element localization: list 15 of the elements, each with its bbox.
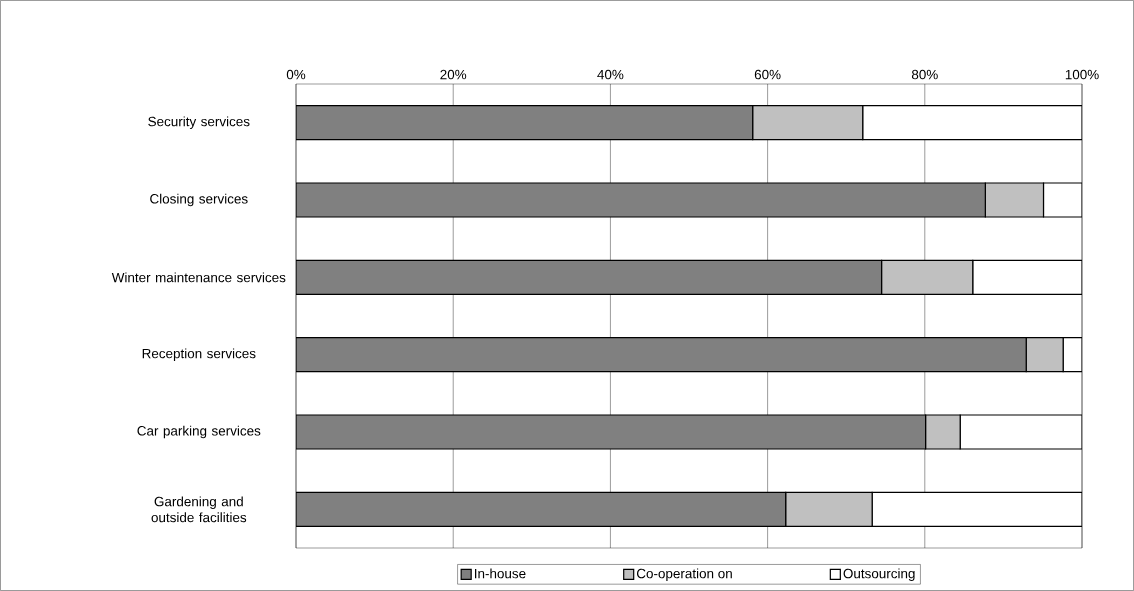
y-tick-label: Reception services [142,348,256,361]
y-tick-label: Winter maintenance services [111,272,286,283]
legend-label: In-house [475,568,526,579]
x-tick-label: 100% [1065,69,1099,80]
y-tick-label: Car parking services [137,425,261,439]
x-tick-label: 60% [754,69,781,80]
legend-label: Co-operation on [636,568,732,581]
x-tick-label: 0% [286,69,306,80]
y-tick-label: Closing services [150,193,248,207]
x-tick-label: 40% [597,69,624,80]
legend-label: Outsourcing [843,568,915,581]
x-tick-label: 80% [911,69,938,80]
x-tick-label: 20% [440,69,467,80]
y-tick-label: Security services [148,116,250,129]
y-tick-label: Gardening and outside facilities [151,496,247,523]
